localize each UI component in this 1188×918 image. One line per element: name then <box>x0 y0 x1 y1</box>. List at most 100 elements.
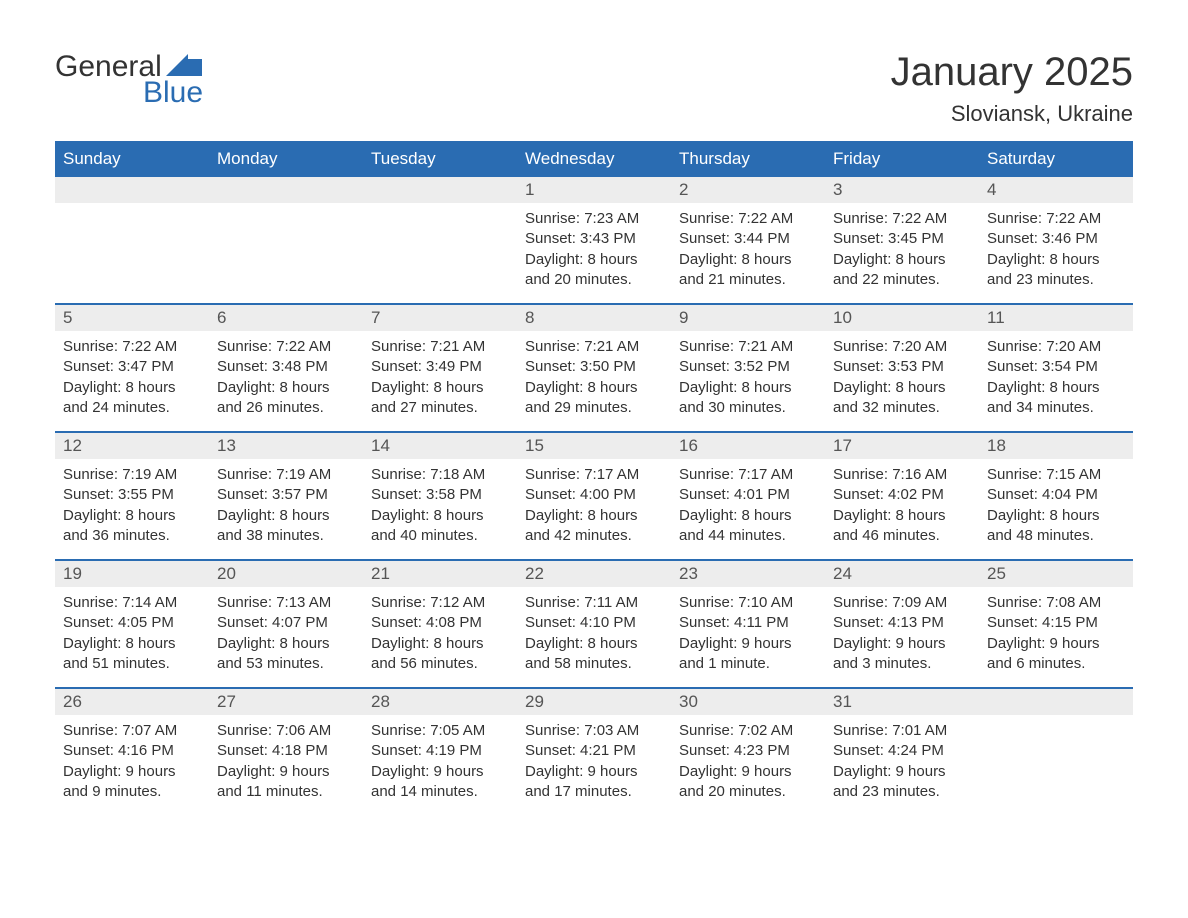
day-number: 14 <box>363 431 517 459</box>
daylight-line2: and 44 minutes. <box>679 526 817 546</box>
day-number: 27 <box>209 687 363 715</box>
sunset-line: Sunset: 4:01 PM <box>679 485 817 505</box>
daylight-line2: and 17 minutes. <box>525 782 663 802</box>
day-content: Sunrise: 7:15 AMSunset: 4:04 PMDaylight:… <box>979 459 1133 550</box>
sunset-line: Sunset: 3:45 PM <box>833 229 971 249</box>
day-number: 13 <box>209 431 363 459</box>
day-content: Sunrise: 7:14 AMSunset: 4:05 PMDaylight:… <box>55 587 209 678</box>
sunset-line: Sunset: 3:57 PM <box>217 485 355 505</box>
sunrise-line: Sunrise: 7:20 AM <box>833 337 971 357</box>
day-content: Sunrise: 7:11 AMSunset: 4:10 PMDaylight:… <box>517 587 671 678</box>
daylight-line1: Daylight: 9 hours <box>63 762 201 782</box>
day-number: 24 <box>825 559 979 587</box>
sunset-line: Sunset: 3:54 PM <box>987 357 1125 377</box>
sunrise-line: Sunrise: 7:23 AM <box>525 209 663 229</box>
sunset-line: Sunset: 4:02 PM <box>833 485 971 505</box>
day-number: 19 <box>55 559 209 587</box>
daylight-line1: Daylight: 9 hours <box>525 762 663 782</box>
daylight-line2: and 56 minutes. <box>371 654 509 674</box>
daylight-line1: Daylight: 8 hours <box>679 378 817 398</box>
day-number: 5 <box>55 303 209 331</box>
day-number: 20 <box>209 559 363 587</box>
day-cell: 9Sunrise: 7:21 AMSunset: 3:52 PMDaylight… <box>671 303 825 431</box>
day-number <box>209 175 363 203</box>
day-number: 30 <box>671 687 825 715</box>
daylight-line2: and 23 minutes. <box>833 782 971 802</box>
day-cell: 10Sunrise: 7:20 AMSunset: 3:53 PMDayligh… <box>825 303 979 431</box>
sunset-line: Sunset: 4:07 PM <box>217 613 355 633</box>
daylight-line2: and 53 minutes. <box>217 654 355 674</box>
daylight-line2: and 3 minutes. <box>833 654 971 674</box>
day-cell: 27Sunrise: 7:06 AMSunset: 4:18 PMDayligh… <box>209 687 363 815</box>
daylight-line1: Daylight: 8 hours <box>987 506 1125 526</box>
sunset-line: Sunset: 4:11 PM <box>679 613 817 633</box>
day-content: Sunrise: 7:10 AMSunset: 4:11 PMDaylight:… <box>671 587 825 678</box>
day-number <box>55 175 209 203</box>
sunset-line: Sunset: 3:49 PM <box>371 357 509 377</box>
day-number: 23 <box>671 559 825 587</box>
day-number: 17 <box>825 431 979 459</box>
daylight-line1: Daylight: 8 hours <box>525 250 663 270</box>
daylight-line2: and 20 minutes. <box>679 782 817 802</box>
daylight-line1: Daylight: 8 hours <box>833 250 971 270</box>
sunset-line: Sunset: 3:48 PM <box>217 357 355 377</box>
daylight-line2: and 23 minutes. <box>987 270 1125 290</box>
day-number: 10 <box>825 303 979 331</box>
sunrise-line: Sunrise: 7:06 AM <box>217 721 355 741</box>
sunset-line: Sunset: 3:58 PM <box>371 485 509 505</box>
sunrise-line: Sunrise: 7:08 AM <box>987 593 1125 613</box>
day-cell: 12Sunrise: 7:19 AMSunset: 3:55 PMDayligh… <box>55 431 209 559</box>
daylight-line2: and 11 minutes. <box>217 782 355 802</box>
month-title: January 2025 <box>891 50 1133 95</box>
daylight-line1: Daylight: 8 hours <box>679 506 817 526</box>
day-content: Sunrise: 7:06 AMSunset: 4:18 PMDaylight:… <box>209 715 363 806</box>
daylight-line2: and 42 minutes. <box>525 526 663 546</box>
day-content: Sunrise: 7:16 AMSunset: 4:02 PMDaylight:… <box>825 459 979 550</box>
sunset-line: Sunset: 3:43 PM <box>525 229 663 249</box>
week-row: 5Sunrise: 7:22 AMSunset: 3:47 PMDaylight… <box>55 303 1133 431</box>
day-content: Sunrise: 7:17 AMSunset: 4:01 PMDaylight:… <box>671 459 825 550</box>
daylight-line2: and 34 minutes. <box>987 398 1125 418</box>
day-content: Sunrise: 7:01 AMSunset: 4:24 PMDaylight:… <box>825 715 979 806</box>
weekday-header: Wednesday <box>517 142 671 175</box>
day-number: 1 <box>517 175 671 203</box>
sunset-line: Sunset: 4:13 PM <box>833 613 971 633</box>
day-content: Sunrise: 7:20 AMSunset: 3:54 PMDaylight:… <box>979 331 1133 422</box>
sunset-line: Sunset: 4:16 PM <box>63 741 201 761</box>
day-content <box>363 203 517 293</box>
day-content: Sunrise: 7:02 AMSunset: 4:23 PMDaylight:… <box>671 715 825 806</box>
sunrise-line: Sunrise: 7:19 AM <box>217 465 355 485</box>
day-content: Sunrise: 7:21 AMSunset: 3:49 PMDaylight:… <box>363 331 517 422</box>
day-cell: 6Sunrise: 7:22 AMSunset: 3:48 PMDaylight… <box>209 303 363 431</box>
day-cell: 13Sunrise: 7:19 AMSunset: 3:57 PMDayligh… <box>209 431 363 559</box>
daylight-line1: Daylight: 8 hours <box>217 378 355 398</box>
weekday-header: Friday <box>825 142 979 175</box>
sunrise-line: Sunrise: 7:22 AM <box>63 337 201 357</box>
day-content: Sunrise: 7:20 AMSunset: 3:53 PMDaylight:… <box>825 331 979 422</box>
day-number: 11 <box>979 303 1133 331</box>
day-content: Sunrise: 7:17 AMSunset: 4:00 PMDaylight:… <box>517 459 671 550</box>
sunset-line: Sunset: 4:19 PM <box>371 741 509 761</box>
sunrise-line: Sunrise: 7:03 AM <box>525 721 663 741</box>
sunset-line: Sunset: 3:46 PM <box>987 229 1125 249</box>
day-cell: 16Sunrise: 7:17 AMSunset: 4:01 PMDayligh… <box>671 431 825 559</box>
day-cell: 21Sunrise: 7:12 AMSunset: 4:08 PMDayligh… <box>363 559 517 687</box>
sunset-line: Sunset: 3:55 PM <box>63 485 201 505</box>
day-number: 15 <box>517 431 671 459</box>
day-content <box>55 203 209 293</box>
sunset-line: Sunset: 4:24 PM <box>833 741 971 761</box>
sunrise-line: Sunrise: 7:17 AM <box>679 465 817 485</box>
day-number: 2 <box>671 175 825 203</box>
day-content: Sunrise: 7:13 AMSunset: 4:07 PMDaylight:… <box>209 587 363 678</box>
daylight-line1: Daylight: 8 hours <box>63 634 201 654</box>
sunset-line: Sunset: 4:05 PM <box>63 613 201 633</box>
day-number: 28 <box>363 687 517 715</box>
sunset-line: Sunset: 4:21 PM <box>525 741 663 761</box>
sunrise-line: Sunrise: 7:10 AM <box>679 593 817 613</box>
sunset-line: Sunset: 3:47 PM <box>63 357 201 377</box>
day-cell: 15Sunrise: 7:17 AMSunset: 4:00 PMDayligh… <box>517 431 671 559</box>
day-cell <box>55 175 209 303</box>
sunrise-line: Sunrise: 7:22 AM <box>217 337 355 357</box>
sunrise-line: Sunrise: 7:20 AM <box>987 337 1125 357</box>
week-row: 26Sunrise: 7:07 AMSunset: 4:16 PMDayligh… <box>55 687 1133 815</box>
